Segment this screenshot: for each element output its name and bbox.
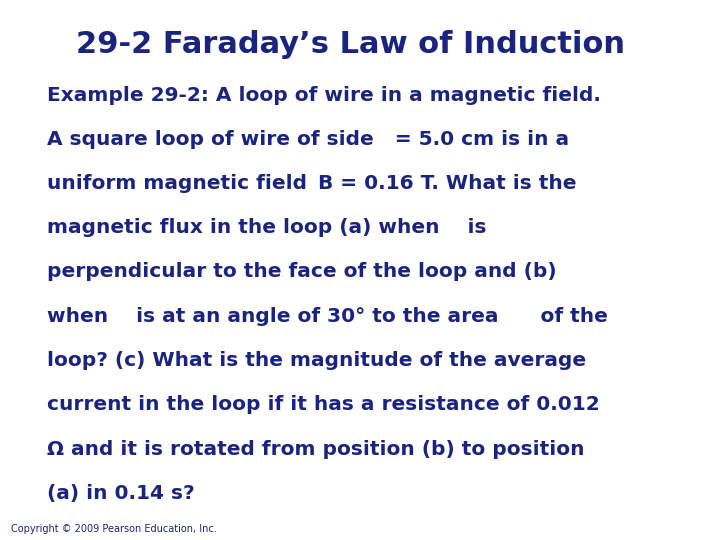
Text: uniform magnetic field  B = 0.16 T. What is the: uniform magnetic field B = 0.16 T. What … xyxy=(47,174,576,193)
Text: Ω and it is rotated from position (b) to position: Ω and it is rotated from position (b) to… xyxy=(47,440,585,458)
Text: A square loop of wire of side   = 5.0 cm is in a: A square loop of wire of side = 5.0 cm i… xyxy=(47,130,569,148)
Text: current in the loop if it has a resistance of 0.012: current in the loop if it has a resistan… xyxy=(47,395,600,414)
Text: Copyright © 2009 Pearson Education, Inc.: Copyright © 2009 Pearson Education, Inc. xyxy=(11,523,217,534)
Text: 29-2 Faraday’s Law of Induction: 29-2 Faraday’s Law of Induction xyxy=(76,30,625,59)
Text: Example 29-2: A loop of wire in a magnetic field.: Example 29-2: A loop of wire in a magnet… xyxy=(47,86,600,105)
Text: perpendicular to the face of the loop and (b): perpendicular to the face of the loop an… xyxy=(47,262,557,281)
Text: magnetic flux in the loop (a) when    is: magnetic flux in the loop (a) when is xyxy=(47,218,486,237)
Text: when    is at an angle of 30° to the area      of the: when is at an angle of 30° to the area o… xyxy=(47,307,608,326)
Text: loop? (c) What is the magnitude of the average: loop? (c) What is the magnitude of the a… xyxy=(47,351,586,370)
Text: (a) in 0.14 s?: (a) in 0.14 s? xyxy=(47,484,194,503)
